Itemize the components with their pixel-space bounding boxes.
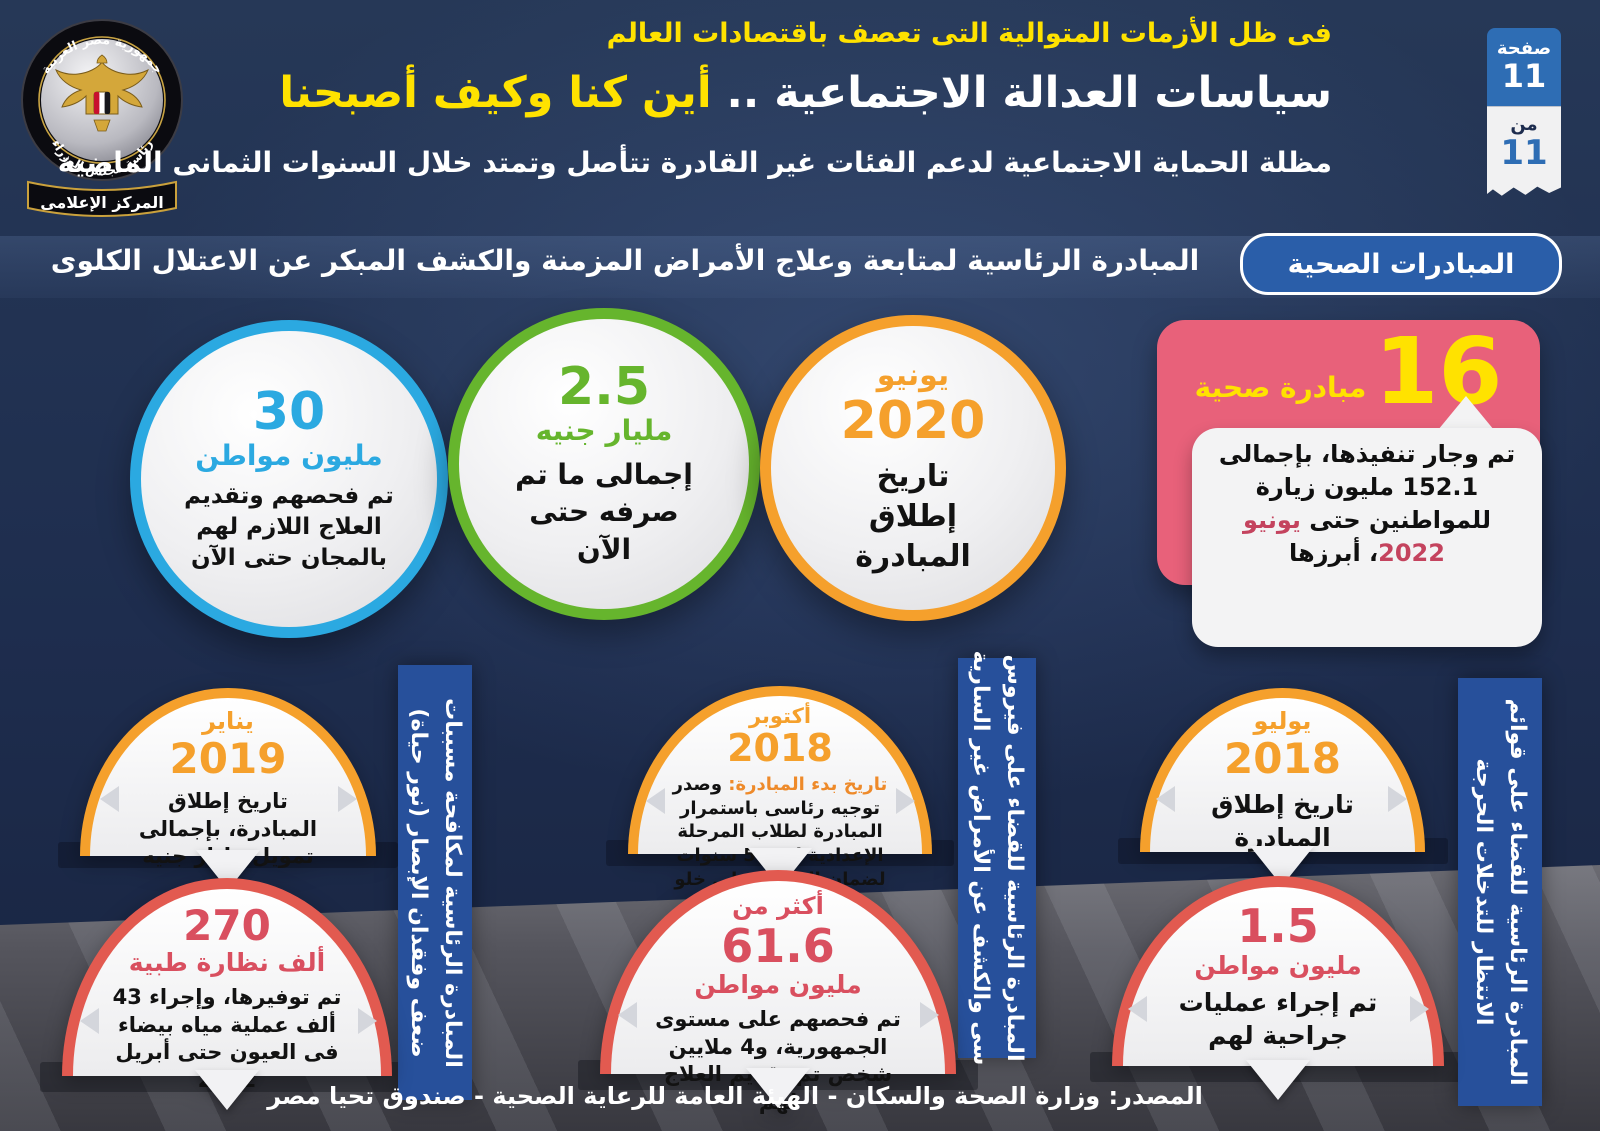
government-emblem-logo: جمهورية مصر العربية رئاسة مجلس الوزراء ا…	[21, 19, 183, 217]
speech-bubble-tail-icon	[1438, 396, 1494, 430]
stat-value: 30	[252, 381, 326, 442]
page-indicator: صفحة 11 من 11	[1487, 28, 1561, 199]
page-subtitle: مظلة الحماية الاجتماعية لدعم الفئات غير …	[57, 146, 1332, 179]
logo-ribbon-text: المركز الإعلامى	[40, 193, 164, 212]
bubble-start-oct-2018: أكتوبر 2018 تاريخ بدء المبادرة: وصدر توج…	[628, 686, 932, 914]
stat-year: 2020	[840, 391, 986, 452]
page-topline: فى ظل الأزمات المتوالية التى تعصف باقتصا…	[606, 18, 1332, 49]
chevron-right-icon	[1388, 786, 1407, 812]
chevron-left-icon	[100, 786, 119, 812]
stat-value: 2.5	[557, 356, 651, 417]
chevron-left-icon	[618, 1002, 637, 1028]
banner-line: المبادرة الرئاسية لمكافحة مسببات	[440, 697, 466, 1068]
total-pages: 11	[1500, 133, 1548, 174]
logo-ribbon	[27, 180, 177, 217]
source-footer: المصدر: وزارة الصحة والسكان - الهيئة الع…	[267, 1082, 1203, 1110]
page-label: صفحة	[1496, 38, 1552, 59]
stat-month: يونيو	[876, 358, 950, 394]
banner-line: ضعف وفقدان الإبصار (نور حياة)	[406, 707, 431, 1058]
stat-circle-citizens-screened: 30 مليون مواطن تم فحصهم وتقديم العلاج ال…	[130, 320, 448, 638]
vertical-banner-waiting-lists-initiative: المبادرة الرئاسية للقضاء على قوائم الانت…	[1458, 678, 1542, 1106]
bubble-label: ألف نظارة طبية	[128, 948, 326, 978]
bubble-desc: تاريخ إطلاق المبادرة	[1211, 789, 1354, 852]
page-number: 11	[1501, 57, 1547, 95]
stat-unit: مليون مواطن	[195, 439, 383, 473]
down-arrow-icon	[195, 1070, 259, 1110]
vertical-banner-text: المبادرة الرئاسية للقضاء على فيروس سى وا…	[963, 651, 1031, 1066]
bubble-launch-jul-2018: يوليو 2018 تاريخ إطلاق المبادرة	[1140, 688, 1425, 852]
egypt-eagle-icon	[55, 54, 149, 132]
chevron-left-icon	[1128, 996, 1147, 1022]
stat-desc: إجمالى ما تم صرفه حتى الآن	[515, 457, 693, 566]
page-title-yellow: أين كنا وكيف أصبحنا	[279, 68, 712, 118]
stat-circle-launch-date: يونيو 2020 تاريخ إطلاق المبادرة	[760, 315, 1066, 621]
bubble-year: 2018	[727, 726, 833, 771]
chevron-right-icon	[338, 786, 357, 812]
chevron-left-icon	[1156, 786, 1175, 812]
bubble-value: 270	[183, 901, 271, 950]
stat-circle-total-spending: 2.5 مليار جنيه إجمالى ما تم صرفه حتى الآ…	[448, 308, 760, 620]
highlight-text: تم وجار تنفيذها، بإجمالى 152.1 مليون زيا…	[1218, 440, 1516, 535]
page-title: سياسات العدالة الاجتماعية .. أين كنا وكي…	[279, 68, 1332, 118]
bubble-launch-jan-2019: يناير 2019 تاريخ إطلاق المبادرة، بإجمالى…	[80, 688, 376, 868]
bubble-label: مليون مواطن	[1194, 950, 1362, 980]
bubble-surgeries-1-5m: 1.5 مليون مواطن تم إجراء عمليات جراحية ل…	[1112, 876, 1444, 1066]
bubble-value: 61.6	[721, 918, 835, 973]
highlight-number-label: مبادرة صحية	[1194, 371, 1367, 404]
bubble-desc: تم إجراء عمليات جراحية لهم	[1178, 988, 1378, 1051]
section-badge: المبادرات الصحية	[1240, 233, 1562, 295]
stat-desc: تاريخ إطلاق المبادرة	[855, 459, 971, 575]
vertical-banner-text: المبادرة الرئاسية لمكافحة مسببات ضعف وفق…	[401, 698, 469, 1068]
chevron-right-icon	[920, 1002, 939, 1028]
highlight-text-after: ، أبرزها	[1289, 539, 1379, 568]
bubble-month: يناير	[202, 707, 254, 735]
highlight-text-accent: يونيو 2022	[1243, 506, 1445, 568]
bubble-month: أكتوبر	[748, 704, 812, 728]
stat-unit: مليار جنيه	[535, 414, 673, 448]
stat-desc: تم فحصهم وتقديم العلاج اللازم لهم بالمجا…	[184, 482, 394, 571]
of-label: من	[1510, 114, 1538, 136]
vertical-banner-text: المبادرة الرئاسية للقضاء على قوائم الانت…	[1466, 698, 1534, 1085]
bubble-year: 2019	[169, 733, 287, 783]
chevron-left-icon	[80, 1008, 99, 1034]
initiative-title: المبادرة الرئاسية لمتابعة وعلاج الأمراض …	[50, 244, 1200, 277]
bubble-screened-61-6m: أكثر من 61.6 مليون مواطن تم فحصهم على مس…	[600, 870, 956, 1114]
chevron-right-icon	[358, 1008, 377, 1034]
page-indicator-total: من 11	[1487, 106, 1561, 196]
bubble-qualifier: أكثر من	[732, 892, 824, 920]
bubble-label: مليون مواطن	[694, 970, 862, 1000]
banner-line: المبادرة الرئاسية للقضاء على فيروس	[1002, 654, 1028, 1062]
bubble-desc: تم توفيرها، وإجراء 43 ألف عملية مياه بيض…	[112, 984, 342, 1093]
banner-line: المبادرة الرئاسية للقضاء على قوائم	[1505, 698, 1531, 1086]
highlight-detail-bubble: تم وجار تنفيذها، بإجمالى 152.1 مليون زيا…	[1192, 428, 1542, 647]
chevron-right-icon	[1410, 996, 1429, 1022]
page-indicator-current: صفحة 11	[1487, 28, 1561, 107]
bubble-month: يوليو	[1253, 707, 1312, 735]
bubble-desc-accent: تاريخ بدء المبادرة:	[728, 773, 888, 795]
page-title-white: سياسات العدالة الاجتماعية ..	[711, 68, 1332, 118]
bubble-year: 2018	[1224, 733, 1341, 783]
down-arrow-icon	[1246, 1060, 1310, 1100]
down-arrow-icon	[746, 1068, 810, 1108]
chevron-left-icon	[646, 788, 665, 814]
bubble-value: 1.5	[1237, 899, 1319, 953]
bubble-eyeglasses-270k: 270 ألف نظارة طبية تم توفيرها، وإجراء 43…	[62, 878, 392, 1092]
banner-line: الانتظار للتدخلات الحرجة	[1471, 758, 1496, 1026]
chevron-right-icon	[896, 788, 915, 814]
banner-line: سى والكشف عن الأمراض غير السارية	[968, 650, 993, 1066]
vertical-banner-hepatitis-initiative: المبادرة الرئاسية للقضاء على فيروس سى وا…	[958, 651, 1036, 1065]
vertical-banner-eyesight-initiative: المبادرة الرئاسية لمكافحة مسببات ضعف وفق…	[398, 665, 472, 1100]
